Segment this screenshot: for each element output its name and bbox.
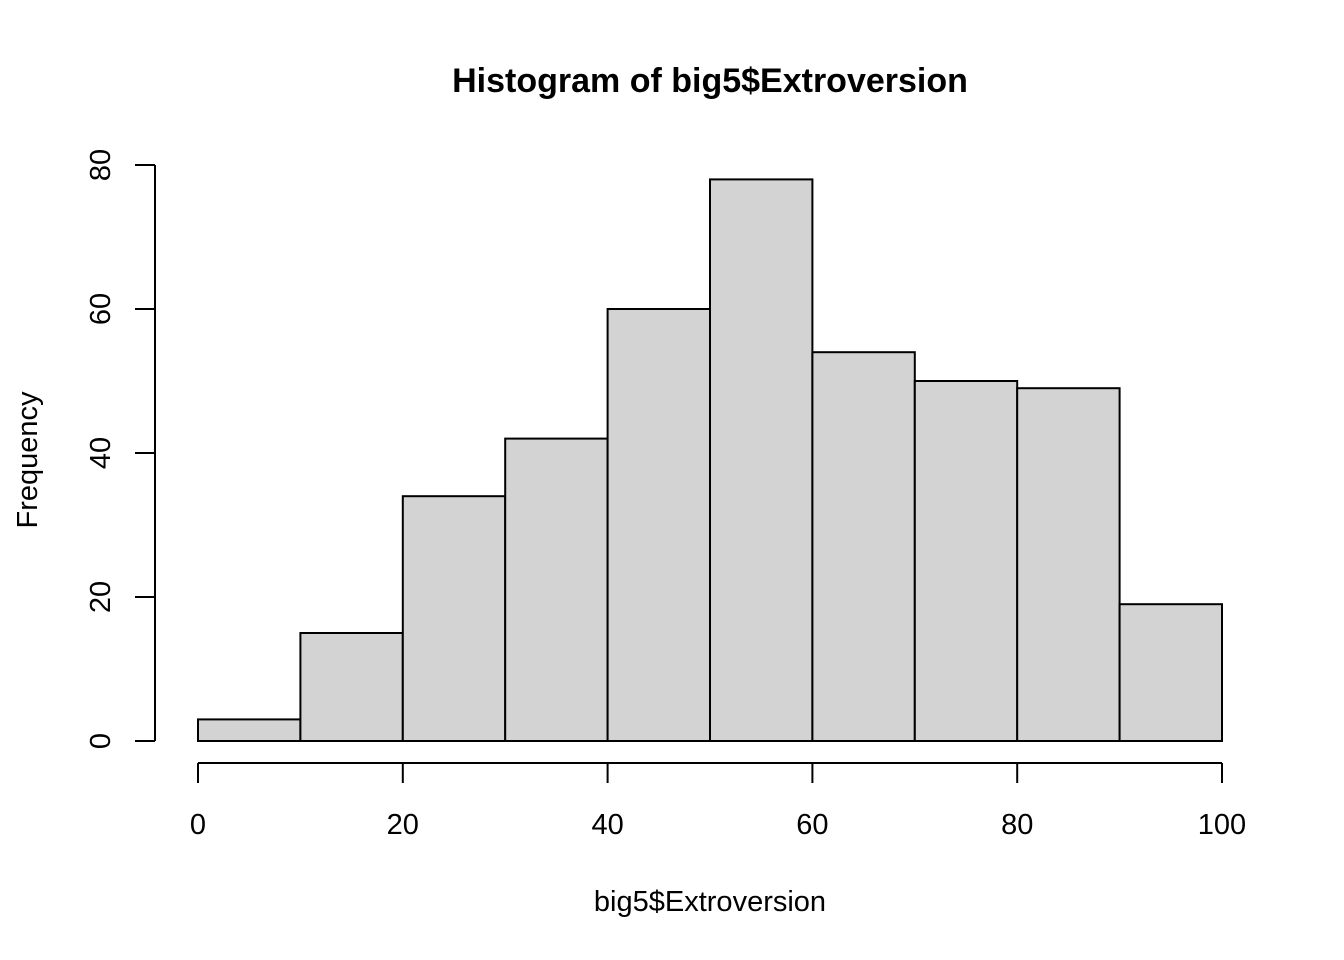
histogram-bar-80-90 — [1016, 387, 1121, 742]
chart-title: Histogram of big5$Extroversion — [452, 62, 968, 100]
histogram-bar-70-80 — [913, 380, 1019, 742]
histogram-bar-90-100 — [1118, 603, 1223, 743]
x-tick-label: 20 — [387, 809, 419, 841]
y-tick-label: 20 — [85, 581, 117, 613]
x-tick-label: 0 — [190, 809, 206, 841]
y-axis: 0 20 40 60 80 — [85, 149, 156, 749]
x-axis-title: big5$Extroversion — [594, 886, 826, 918]
bars-group — [197, 178, 1223, 743]
x-tick-label: 60 — [796, 809, 828, 841]
x-tick-label: 80 — [1001, 809, 1033, 841]
histogram-bar-40-50 — [606, 308, 711, 742]
histogram-bar-30-40 — [504, 437, 609, 742]
y-tick-label: 60 — [85, 293, 117, 325]
x-axis: 0 20 40 60 80 100 — [190, 762, 1246, 841]
y-tick-label: 40 — [85, 437, 117, 469]
histogram-bar-60-70 — [811, 351, 916, 742]
histogram-bar-0-10 — [197, 718, 302, 743]
x-tick-label: 40 — [591, 809, 623, 841]
histogram-bar-50-60 — [709, 178, 814, 742]
y-tick-label: 80 — [85, 149, 117, 181]
y-axis-title: Frequency — [12, 391, 44, 529]
histogram-bar-20-30 — [401, 495, 507, 743]
y-tick-label: 0 — [85, 733, 117, 749]
histogram-bar-10-20 — [299, 632, 404, 742]
x-tick-label: 100 — [1198, 809, 1246, 841]
